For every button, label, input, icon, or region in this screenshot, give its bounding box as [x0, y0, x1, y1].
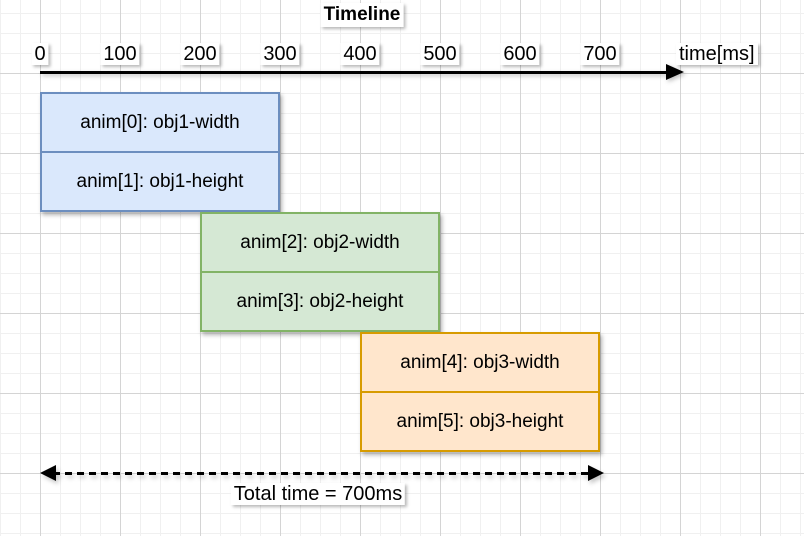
total-time-dashed-line	[53, 472, 591, 475]
anim-bar-label: anim[2]: obj2-width	[240, 231, 400, 253]
anim-bar-obj3-width: anim[4]: obj3-width	[360, 332, 600, 393]
axis-unit-label: time[ms]	[676, 43, 758, 65]
arrowhead-right-icon	[588, 465, 604, 481]
axis-tick-label: 500	[420, 43, 460, 65]
anim-bar-label: anim[5]: obj3-height	[396, 410, 564, 432]
axis-tick-label: 200	[180, 43, 220, 65]
axis-tick-label: 0	[31, 43, 49, 65]
anim-bar-label: anim[1]: obj1-height	[76, 170, 244, 192]
time-axis-arrowhead-icon	[666, 64, 684, 80]
anim-bar-label: anim[3]: obj2-height	[236, 290, 404, 312]
axis-tick-label: 600	[500, 43, 540, 65]
time-axis-line	[40, 71, 668, 74]
anim-bar-obj1-height: anim[1]: obj1-height	[40, 151, 280, 212]
anim-bar-obj1-width: anim[0]: obj1-width	[40, 92, 280, 153]
diagram-title: Timeline	[320, 3, 404, 27]
total-time-label: Total time = 700ms	[230, 483, 406, 505]
anim-bar-label: anim[0]: obj1-width	[80, 111, 240, 133]
anim-group-obj2: anim[2]: obj2-width anim[3]: obj2-height	[200, 212, 440, 332]
anim-bar-label: anim[4]: obj3-width	[400, 351, 560, 373]
axis-tick-label: 400	[340, 43, 380, 65]
total-time-arrow	[40, 465, 604, 481]
anim-bar-obj3-height: anim[5]: obj3-height	[360, 391, 600, 452]
anim-group-obj1: anim[0]: obj1-width anim[1]: obj1-height	[40, 92, 280, 212]
anim-bar-obj2-width: anim[2]: obj2-width	[200, 212, 440, 273]
axis-tick-label: 300	[260, 43, 300, 65]
axis-tick-label: 700	[580, 43, 620, 65]
arrowhead-left-icon	[40, 465, 56, 481]
anim-group-obj3: anim[4]: obj3-width anim[5]: obj3-height	[360, 332, 600, 452]
anim-bar-obj2-height: anim[3]: obj2-height	[200, 271, 440, 332]
axis-tick-label: 100	[100, 43, 140, 65]
